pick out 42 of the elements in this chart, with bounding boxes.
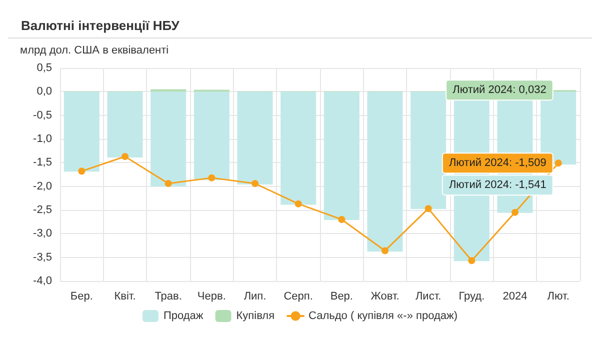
y-tick-label: -0,5 [33,109,52,122]
x-tick-label: Квіт. [114,290,136,302]
point [338,216,346,223]
annotation: Лютий 2024: -1,541 [448,179,546,192]
point [512,208,518,216]
point [294,200,302,208]
y-tick-label: -1,5 [33,156,52,169]
chart-title: Валютні інтервенції НБУ [21,18,180,33]
point [78,168,86,175]
point [252,180,258,187]
x-tick-label: Трав. [154,290,182,302]
x-tick-label: Лют. [547,290,570,302]
x-tick-label: Серп. [284,290,313,302]
x-tick-label: Черв. [197,290,226,302]
x-tick-label: Лист. [415,290,442,302]
point [122,153,128,160]
annotation: Лютий 2024: -1,509 [448,157,546,170]
point [382,247,388,254]
x-tick-label: Груд. [458,290,485,302]
x-tick-label: Жовт. [370,290,400,302]
point [208,174,216,182]
y-tick-label: -3,0 [33,228,52,240]
legend-label: Продаж [163,310,204,322]
x-tick-label: 2024 [502,290,528,302]
point [468,257,476,264]
annotation: Лютий 2024: 0,032 [452,84,546,96]
y-tick-label: -1,0 [33,133,52,145]
legend-label: Купівля [236,310,275,322]
x-tick-label: Бер. [70,290,93,302]
point [164,180,172,187]
x-tick-label: Вер. [330,290,353,302]
y-tick-label: -3,5 [33,251,52,264]
y-tick-label: 0,5 [36,62,52,74]
y-tick-label: -4,0 [33,275,52,287]
y-axis-title: млрд дол. США в еквіваленті [20,44,169,56]
x-tick-label: Лип. [244,290,266,302]
y-tick-label: -2,5 [33,204,52,216]
point [424,205,432,212]
point [554,160,562,167]
y-tick-label: 0,0 [36,86,52,98]
legend-label: Сальдо ( купівля «-» продаж) [308,310,458,322]
y-tick-label: -2,0 [33,180,52,192]
